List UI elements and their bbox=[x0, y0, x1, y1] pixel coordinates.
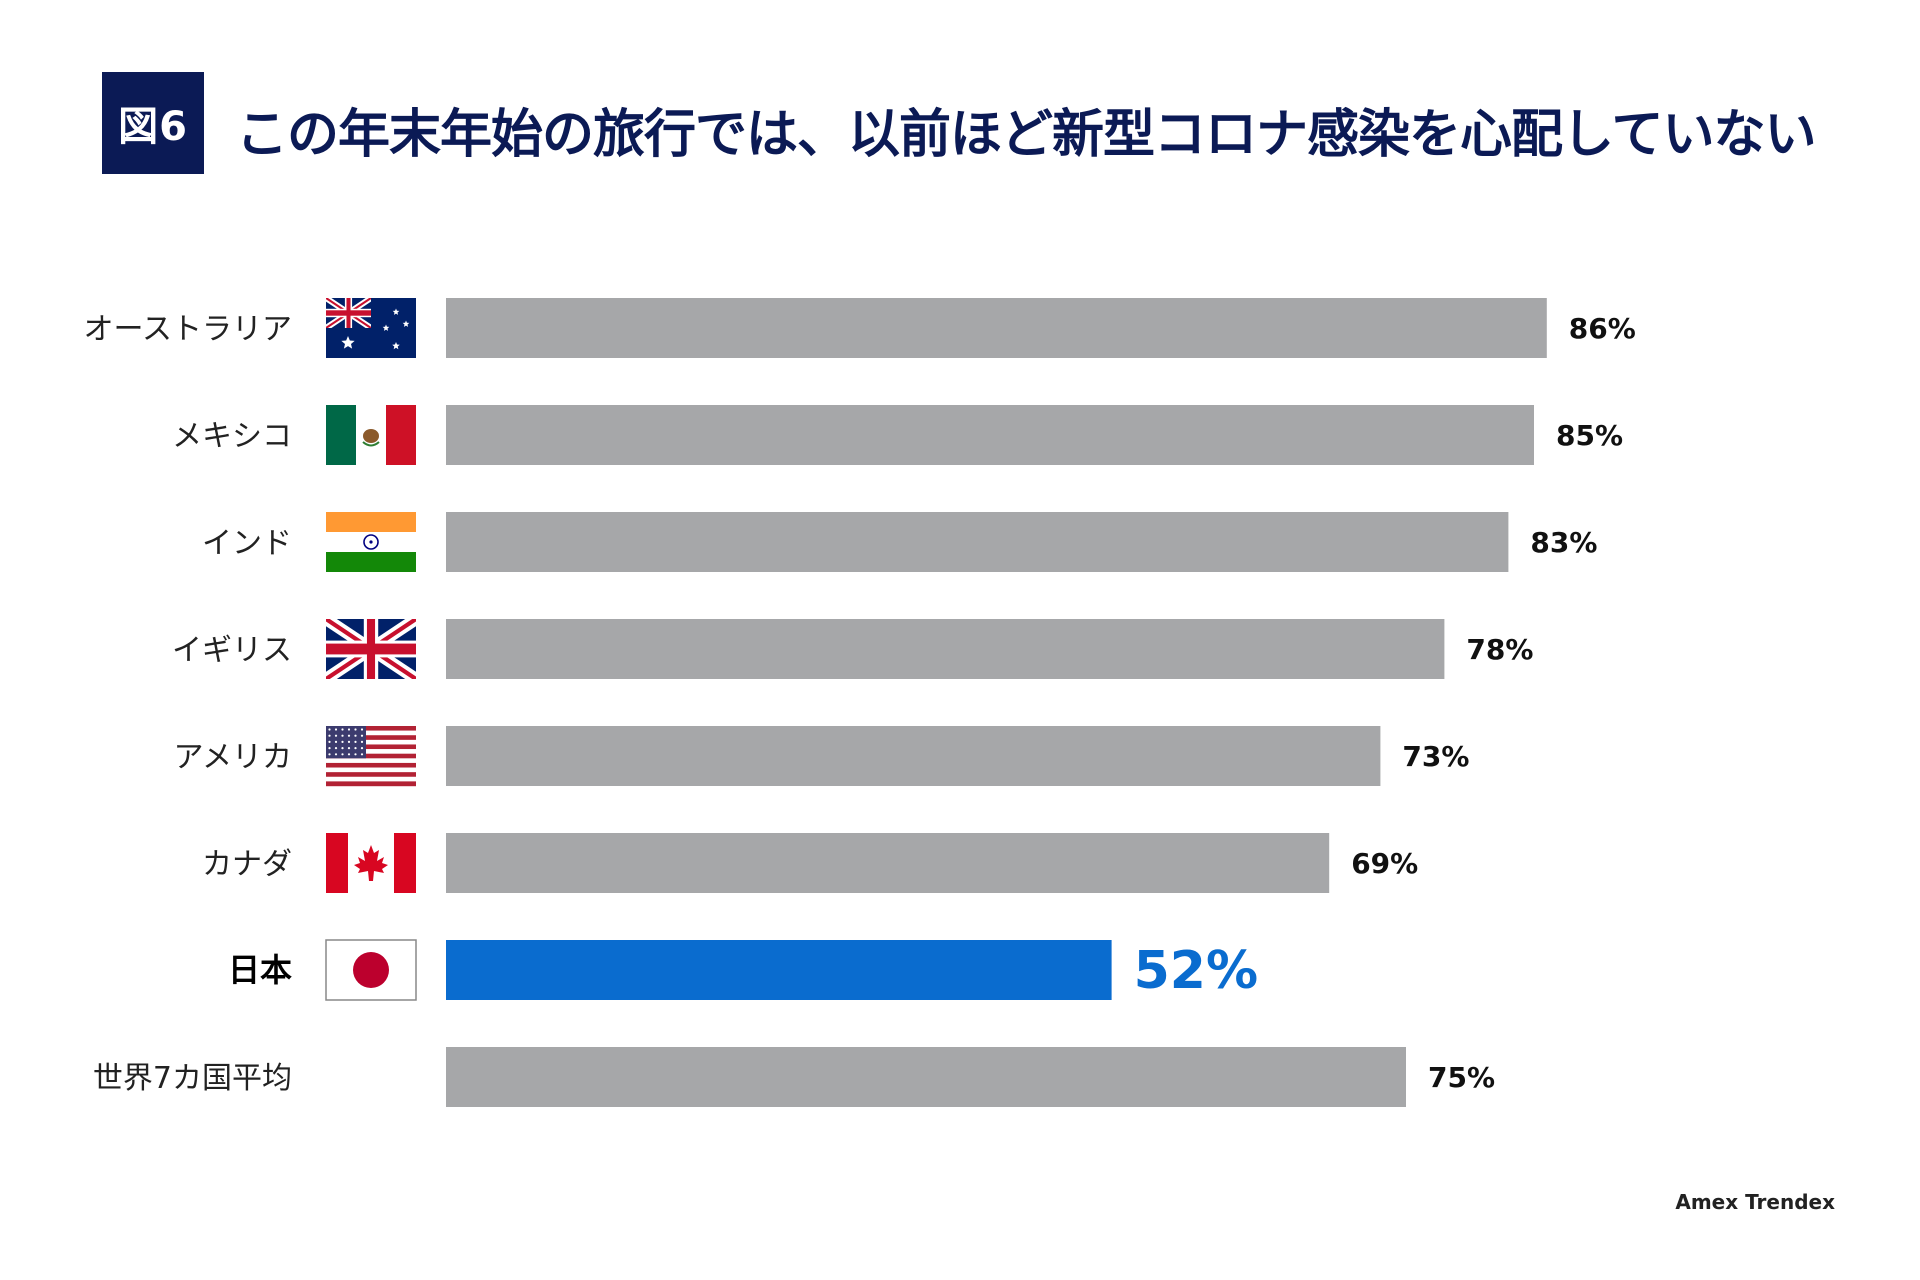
value-label: 75% bbox=[1428, 1061, 1495, 1094]
category-label: アメリカ bbox=[174, 740, 293, 775]
bar bbox=[446, 405, 1534, 465]
category-label: イギリス bbox=[172, 633, 292, 668]
category-label: カナダ bbox=[202, 847, 292, 882]
japan-flag-icon bbox=[325, 939, 417, 1001]
uk-flag-icon bbox=[326, 619, 416, 679]
canada-flag-icon bbox=[326, 833, 416, 893]
value-label: 78% bbox=[1466, 633, 1533, 666]
header: 図6 この年末年始の旅行では、以前ほど新型コロナ感染を心配していない bbox=[0, 0, 1920, 200]
value-label: 85% bbox=[1556, 419, 1623, 452]
bar bbox=[446, 1047, 1406, 1107]
value-label: 52% bbox=[1134, 941, 1258, 1001]
value-label: 73% bbox=[1402, 740, 1469, 773]
source-credit: Amex Trendex bbox=[1675, 1190, 1835, 1214]
australia-flag-icon bbox=[326, 298, 416, 358]
category-label: オーストラリア bbox=[84, 312, 293, 347]
bar bbox=[446, 833, 1330, 893]
bar bbox=[446, 619, 1445, 679]
mexico-flag-icon bbox=[326, 405, 416, 465]
bar bbox=[446, 298, 1547, 358]
bar bbox=[446, 726, 1381, 786]
value-label: 86% bbox=[1569, 312, 1636, 345]
chart-title: この年末年始の旅行では、以前ほど新型コロナ感染を心配していない bbox=[236, 105, 1816, 165]
bar bbox=[446, 940, 1112, 1000]
category-label: 日本 bbox=[228, 951, 292, 989]
value-label: 69% bbox=[1351, 847, 1418, 880]
figure-badge: 図6 bbox=[102, 72, 204, 174]
category-label: メキシコ bbox=[172, 419, 292, 454]
category-label: インド bbox=[202, 526, 292, 561]
category-label: 世界7カ国平均 bbox=[93, 1061, 292, 1096]
bar bbox=[446, 512, 1509, 572]
usa-flag-icon bbox=[326, 726, 416, 787]
india-flag-icon bbox=[326, 512, 416, 572]
value-label: 83% bbox=[1530, 526, 1597, 559]
